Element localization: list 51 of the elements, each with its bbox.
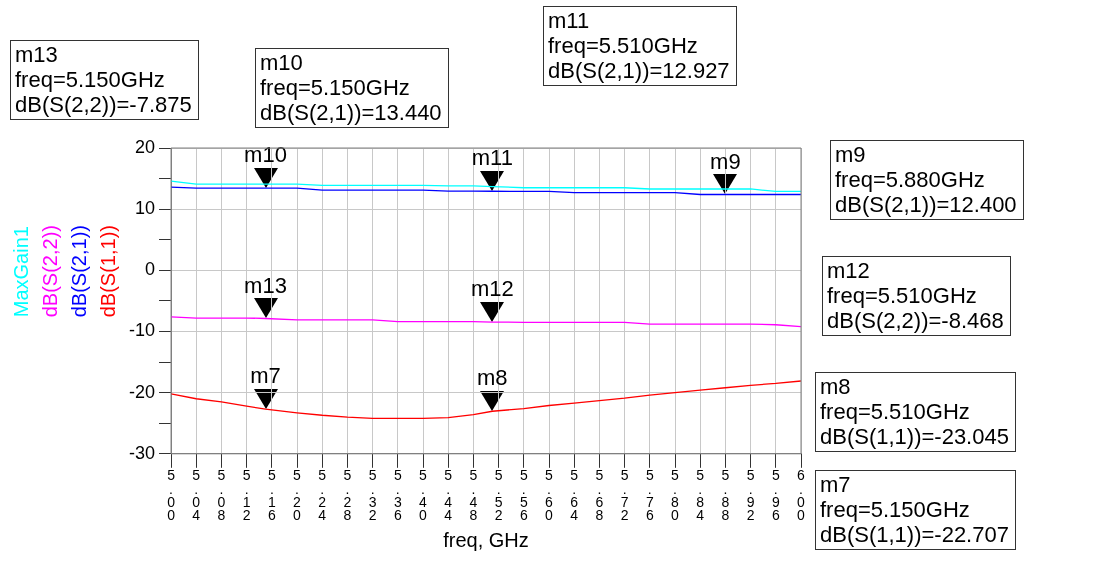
text: MaxGain1 xyxy=(10,225,33,318)
text: dB(S(1,1)) xyxy=(97,225,120,318)
x-tick-label: 5.84 xyxy=(696,467,705,524)
annotation: m9 xyxy=(710,148,741,174)
x-tick-label: 5.36 xyxy=(393,467,402,524)
y-tick-label: 20 xyxy=(134,136,156,157)
x-tick-label: 5.76 xyxy=(645,467,654,524)
x-tick-label: 5.92 xyxy=(746,467,755,524)
x-tick-label: 5.28 xyxy=(343,467,352,524)
x-tick-label: 5.24 xyxy=(318,467,327,524)
x-tick-label: 5.20 xyxy=(293,467,302,524)
x-tick-label: 5.12 xyxy=(242,467,251,524)
x-tick-label: 5.88 xyxy=(721,467,730,524)
annotation: m11 xyxy=(471,145,513,171)
text: dB(S(2,2)) xyxy=(39,225,62,318)
x-tick-label: 5.16 xyxy=(267,467,276,524)
y-tick-label: -30 xyxy=(129,442,156,463)
x-tick-label: 5.44 xyxy=(444,467,453,524)
y-tick-label: 10 xyxy=(134,198,156,219)
text: m13 freq=5.150GHz dB(S(2,2))=-7.875 xyxy=(10,40,199,120)
text: m8 freq=5.510GHz dB(S(1,1))=-23.045 xyxy=(815,372,1016,452)
x-tick-label: 5.48 xyxy=(469,467,478,524)
x-tick-label: 5.08 xyxy=(217,467,226,524)
x-tick-label: 5.60 xyxy=(545,467,554,524)
annotation: m8 xyxy=(477,365,508,391)
x-tick-label: 5.80 xyxy=(671,467,680,524)
x-tick-label: 5.72 xyxy=(620,467,629,524)
annotation: m12 xyxy=(470,276,514,302)
x-tick-label: 5.04 xyxy=(192,467,201,524)
x-tick-label: 5.56 xyxy=(519,467,528,524)
x-tick-label: 5.00 xyxy=(167,467,176,524)
x-tick-label: 5.96 xyxy=(771,467,780,524)
x-axis-title: freq, GHz xyxy=(443,528,529,551)
text: m10 freq=5.150GHz dB(S(2,1))=13.440 xyxy=(255,48,449,128)
x-tick-label: 5.52 xyxy=(494,467,503,524)
text: m12 freq=5.510GHz dB(S(2,2))=-8.468 xyxy=(822,256,1011,336)
y-tick-label: -20 xyxy=(129,381,156,402)
annotation: m13 xyxy=(244,272,287,298)
text: dB(S(2,1)) xyxy=(68,225,91,318)
y-tick-label: -10 xyxy=(129,320,156,341)
x-tick-label: 5.64 xyxy=(570,467,579,524)
text: m9 freq=5.880GHz dB(S(2,1))=12.400 xyxy=(830,140,1024,220)
annotation: m7 xyxy=(250,363,281,389)
text: m11 freq=5.510GHz dB(S(2,1))=12.927 xyxy=(543,6,737,86)
y-tick-label: 0 xyxy=(145,259,156,280)
x-tick-label: 5.68 xyxy=(595,467,604,524)
text: m7 freq=5.150GHz dB(S(1,1))=-22.707 xyxy=(815,470,1016,550)
annotation: m10 xyxy=(244,142,287,168)
x-tick-label: 6.00 xyxy=(797,467,806,524)
x-tick-label: 5.32 xyxy=(368,467,377,524)
x-tick-label: 5.40 xyxy=(419,467,428,524)
